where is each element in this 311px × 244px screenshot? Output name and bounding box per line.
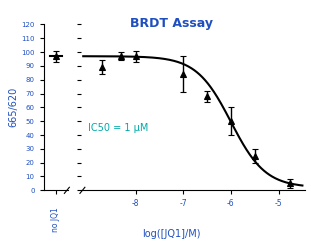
Text: BRDT Assay: BRDT Assay xyxy=(130,17,212,30)
Text: IC50 = 1 μM: IC50 = 1 μM xyxy=(88,123,148,133)
Text: log([JQ1]/M): log([JQ1]/M) xyxy=(142,229,200,239)
Y-axis label: 665/620: 665/620 xyxy=(8,87,18,127)
Text: no JQ1: no JQ1 xyxy=(52,207,60,232)
